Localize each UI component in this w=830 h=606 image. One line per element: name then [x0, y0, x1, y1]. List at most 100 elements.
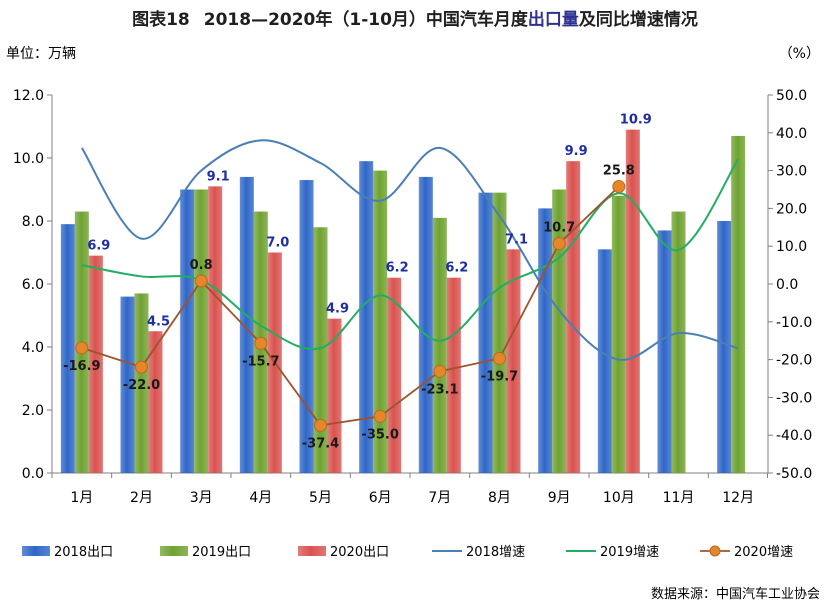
x-tick-label: 2月 [130, 490, 153, 506]
legend-swatch [22, 546, 50, 556]
left-tick-label: 4.0 [22, 340, 44, 356]
bar-2020 [566, 161, 581, 473]
bar-2020-label: 6.9 [87, 239, 110, 254]
bar-2020-label: 7.0 [266, 236, 289, 251]
growth-2020-label: -15.7 [242, 354, 279, 369]
bar-2018 [538, 208, 553, 473]
bar-2019 [313, 227, 328, 473]
right-tick-label: -40.0 [776, 428, 812, 444]
axes: 0.0 2.0 4.0 6.0 8.0 10.0 12.0 -50.0 -40.0 -30.0 -2… [13, 88, 812, 506]
bars-layer [60, 129, 746, 474]
growth-2020-label: -23.1 [421, 382, 458, 397]
bar-2020 [327, 318, 342, 473]
title-prefix: 图表18 [132, 9, 190, 30]
left-tick-label: 12.0 [13, 88, 44, 104]
growth-2020-label: 25.8 [603, 163, 635, 178]
left-tick-label: 6.0 [22, 277, 44, 293]
legend-2018-growth: 2018增速 [432, 545, 525, 560]
bar-2018 [299, 180, 314, 474]
bar-2020 [208, 186, 223, 473]
x-tick-label: 10月 [603, 490, 635, 506]
bar-2020 [148, 331, 163, 473]
x-tick-label: 9月 [548, 490, 571, 506]
bar-2019 [194, 189, 209, 473]
growth-2020-label: -16.9 [63, 359, 100, 374]
legend-swatch [298, 546, 326, 556]
bar-2020 [446, 277, 461, 473]
right-tick-label: 20.0 [776, 201, 807, 217]
bar-2020-label: 9.1 [207, 169, 230, 184]
x-tick-label: 7月 [428, 490, 451, 506]
legend-2018-export: 2018出口 [22, 545, 113, 560]
left-tick-label: 10.0 [13, 151, 44, 167]
marker-2020-growth [373, 409, 387, 423]
lines-layer [75, 139, 740, 432]
bar-2019 [611, 195, 626, 474]
bar-2018 [359, 161, 374, 473]
legend-label: 2018增速 [466, 545, 525, 560]
bar-2019 [671, 211, 686, 474]
growth-2020-label: -22.0 [123, 378, 160, 393]
right-tick-label: 30.0 [776, 164, 807, 180]
left-unit-label: 单位：万辆 [6, 46, 76, 62]
legend-2019-export: 2019出口 [160, 545, 251, 560]
title-main-a: 2018—2020年（1-10月）中国汽车月度 [204, 9, 529, 30]
marker-2020-growth [254, 336, 268, 350]
legend-2019-growth: 2019增速 [566, 545, 659, 560]
right-tick-label: -50.0 [776, 466, 812, 482]
left-tick-label: 8.0 [22, 214, 44, 230]
legend-label: 2020出口 [330, 545, 389, 560]
marker-2020-growth [314, 418, 327, 432]
right-unit-label: （%） [779, 46, 820, 62]
right-tick-label: -30.0 [776, 390, 812, 406]
legend-label: 2020增速 [734, 545, 793, 560]
growth-2020-label: 10.7 [543, 221, 575, 236]
bar-2018 [717, 221, 732, 473]
marker-2020-growth [612, 179, 626, 193]
x-tick-label: 3月 [190, 490, 213, 506]
bar-2020 [506, 249, 521, 473]
bar-2018 [180, 189, 195, 473]
bar-2019 [432, 217, 447, 473]
left-tick-label: 2.0 [22, 403, 44, 419]
marker-2020-growth [75, 341, 89, 355]
bar-2018 [478, 192, 493, 473]
source-note: 数据来源：中国汽车工业协会 [651, 586, 820, 602]
bar-2020-label: 9.9 [565, 144, 588, 159]
marker-2020-growth [135, 360, 148, 374]
right-tick-label: -10.0 [776, 315, 812, 331]
title-main-b: 出口量 [528, 9, 579, 30]
x-tick-label: 4月 [249, 490, 272, 506]
bar-2020-label: 7.1 [505, 232, 528, 247]
growth-2020-label: 0.8 [190, 258, 213, 273]
legend-swatch [160, 546, 188, 556]
bar-2018 [120, 296, 135, 473]
legend-2020-export: 2020出口 [298, 545, 389, 560]
marker-2020-growth [552, 237, 566, 251]
chart-title: 图表18 2018—2020年（1-10月）中国汽车月度出口量及同比增速情况 [132, 9, 698, 30]
bar-2018 [597, 249, 612, 473]
line-2018-growth [80, 139, 739, 361]
bar-2018 [657, 230, 672, 473]
bar-2020 [88, 255, 103, 473]
bar-2020-label: 10.9 [620, 113, 652, 128]
labels-layer: 6.9 4.5 9.1 7.0 4.9 6.2 6.2 7.1 9.9 10.9 -16.9 -22.… [63, 113, 652, 452]
title-main-c: 及同比增速情况 [579, 9, 698, 30]
bar-2020-label: 6.2 [386, 261, 409, 276]
growth-2020-label: -37.4 [302, 436, 339, 451]
bar-2019 [134, 293, 149, 473]
legend-label: 2019出口 [192, 545, 251, 560]
right-tick-label: 40.0 [776, 126, 807, 142]
right-tick-label: 50.0 [776, 88, 807, 104]
marker-2020-growth [433, 364, 447, 378]
bar-2018 [239, 176, 254, 473]
bar-2020-label: 4.9 [326, 302, 349, 317]
bar-2019 [731, 135, 746, 473]
legend-2020-growth: 2020增速 [700, 545, 793, 560]
x-tick-label: 12月 [722, 490, 754, 506]
right-tick-label: 10.0 [776, 239, 807, 255]
legend-label: 2018出口 [54, 545, 113, 560]
marker-2020-growth [493, 351, 506, 365]
left-tick-label: 0.0 [22, 466, 44, 482]
